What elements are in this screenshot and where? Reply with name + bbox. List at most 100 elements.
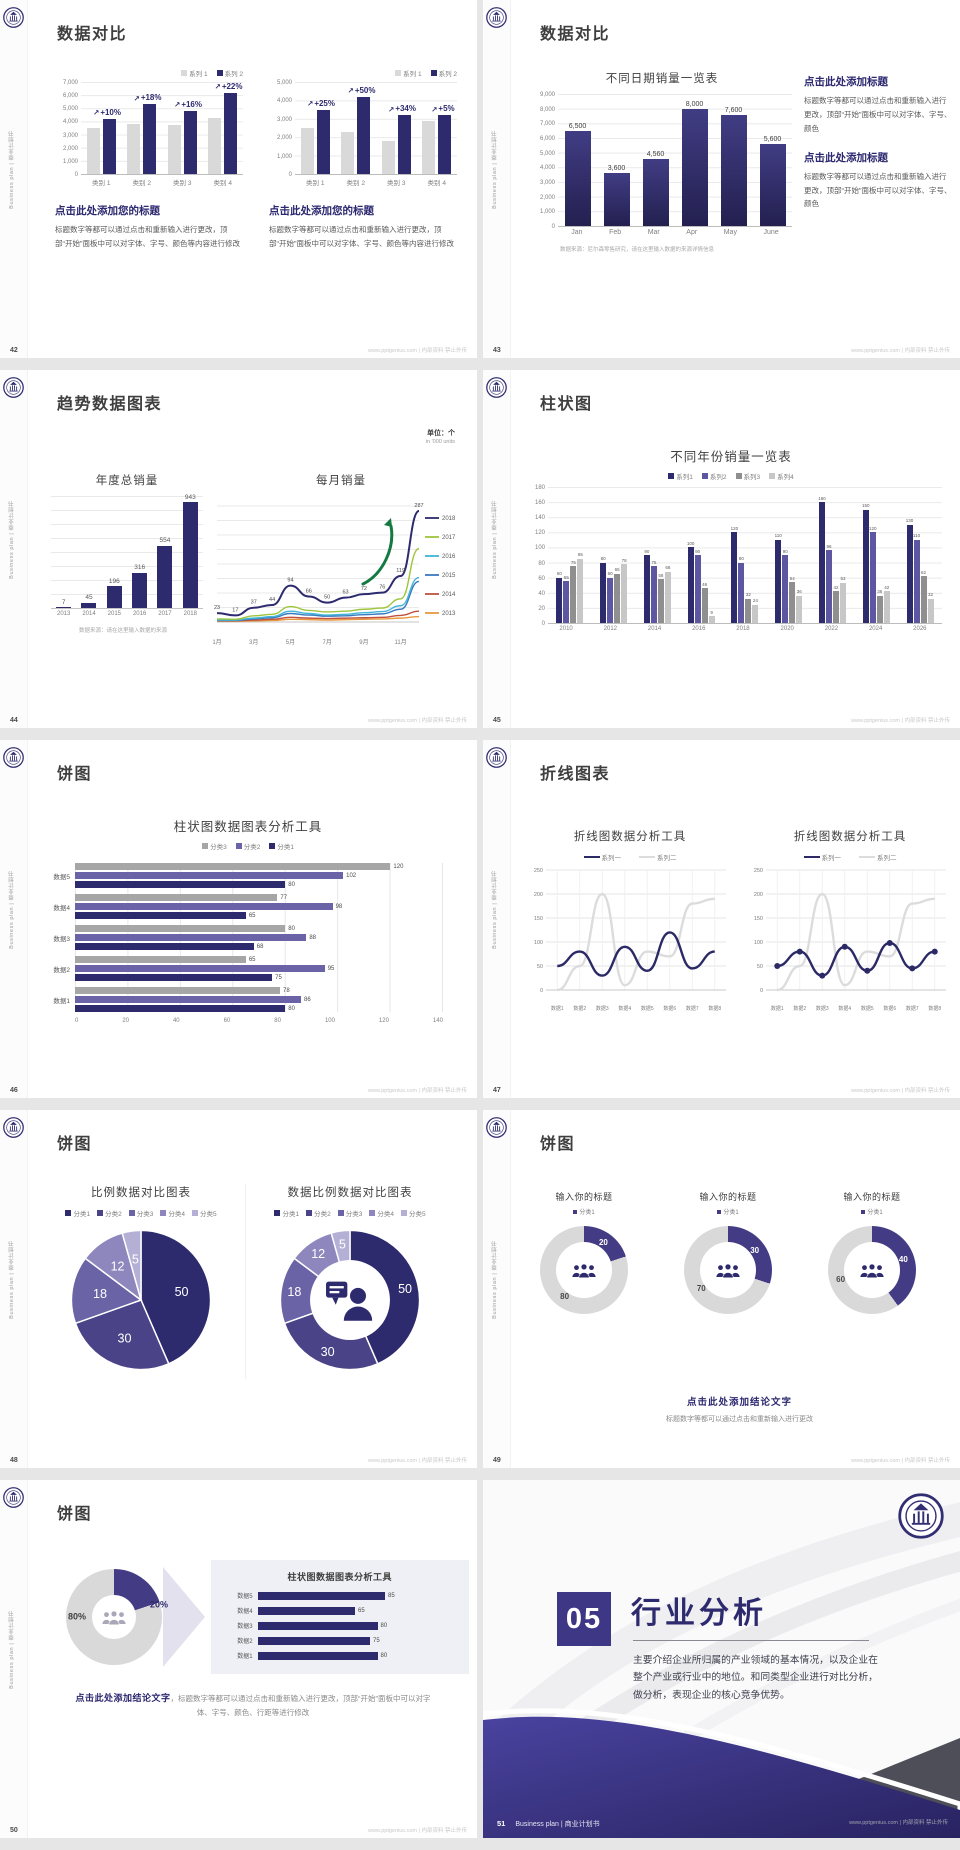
- footer-url: www.pptgenius.com | 内部资料 禁止外传: [368, 1828, 467, 1834]
- donut-chart: 数据比例数据对比图表 分类1 分类2 分类3 分类4 分类5 50 30 18 12 5: [245, 1184, 454, 1379]
- hbar-stack: 120 102 80: [75, 863, 443, 888]
- legend-swatch: [583, 855, 600, 859]
- chart-title: 不同年份销量一览表: [670, 450, 792, 464]
- legend-item: 系列 2: [216, 68, 243, 78]
- hbar-value-label: 80: [288, 881, 295, 888]
- bar: 196: [106, 578, 122, 608]
- bar: [257, 1621, 378, 1630]
- chart-legend: 分类1 分类2 分类3 分类4 分类5: [246, 1208, 454, 1218]
- people-group-icon: [572, 1263, 596, 1278]
- people-group-icon: [860, 1263, 884, 1278]
- donut-chart-block: 输入你的标题分类1 40 60: [805, 1190, 939, 1314]
- text-block: 点击此处添加您的标题 标题数字等都可以通过点击和重新输入进行更改，顶部“开始”面板…: [269, 203, 457, 251]
- slide-side-rail: Business plan | 商业计划书: [0, 0, 28, 358]
- page-number: 46: [10, 1086, 18, 1094]
- hbar-line: 102: [75, 872, 443, 879]
- x-axis-tick: Jan: [571, 229, 583, 236]
- x-axis-tick: 2026: [913, 626, 927, 632]
- slide-page-43[interactable]: Business plan | 商业计划书 数据对比 不同日期销量一览表 9,000 8…: [483, 0, 960, 358]
- bar: 130: [906, 519, 913, 623]
- footer-url: www.pptgenius.com | 内部资料 禁止外传: [368, 1088, 467, 1094]
- chart-legend: 分类1: [805, 1207, 939, 1216]
- svg-text:50: 50: [398, 1282, 412, 1296]
- growth-value: +50%: [354, 85, 376, 95]
- growth-label: ↗ +5%: [431, 105, 455, 113]
- bar-group: 60 55 75 85: [556, 553, 584, 623]
- row-label: 数据2: [53, 966, 70, 974]
- hbar-value-label: 86: [304, 996, 311, 1003]
- legend-swatch: [859, 855, 875, 859]
- donut-panel-row: 80% 20% 柱状图数据图表分析工具 数据5 85 数据4 65 数据3 80 数据2 75 数据1…: [55, 1558, 469, 1676]
- slide-content: 趋势数据图表 单位：个 in '000 units 年度总销量 7 45 196 316 554…: [27, 370, 469, 714]
- bar: 85: [577, 553, 584, 623]
- slide-page-48[interactable]: Business plan | 商业计划书 饼图 比例数据对比图表 分类1 分类2 分类3…: [0, 1110, 477, 1468]
- block-body: 标题数字等都可以通过点击和重新输入进行更改，顶部“开始”面板中可以对字体、字号、…: [55, 225, 240, 248]
- hbar: [75, 912, 246, 919]
- bar: 80: [600, 557, 607, 623]
- svg-text:200: 200: [534, 892, 543, 898]
- line-chart-svg: 250 200 150 100 50 0 数据1 数据2 数据3 数据4 数据5 数据6 数据7 数据8: [754, 868, 946, 1012]
- donut-hole: [700, 1242, 756, 1298]
- unit-note: 单位：个 in '000 units: [426, 428, 455, 445]
- donut-chart: 30 70: [684, 1226, 772, 1314]
- section-title: 行业分析: [631, 1597, 767, 1630]
- conclusion-heading: 点击此处添加结论文字: [686, 1397, 792, 1408]
- bar: 100: [687, 541, 694, 623]
- x-axis-tick: Apr: [686, 229, 698, 236]
- university-logo-icon: [3, 377, 24, 398]
- text-block: 点击此处添加标题 标题数字等都可以通过点击和重新输入进行更改，顶部“开始”面板中可…: [804, 74, 952, 136]
- slide-page-45[interactable]: Business plan | 商业计划书 柱状图 不同年份销量一览表 系列1 系列2 系…: [483, 370, 960, 728]
- bar: 9: [708, 610, 715, 623]
- bar: 120: [731, 526, 738, 623]
- slide-content: 折线图表 折线图数据分析工具 系列一 系列二 250 200 150 100 50 0 数据1 数据2…: [510, 740, 952, 1084]
- growth-arrow-icon: ↗: [307, 99, 314, 109]
- x-axis-tick: 2014: [647, 626, 662, 632]
- chart-title: 输入你的标题: [843, 1192, 901, 1202]
- slide-page-50[interactable]: Business plan | 商业计划书 饼图 80% 20% 柱状图数据图表分析工具…: [0, 1480, 477, 1838]
- hbar-line: 95: [75, 965, 443, 972]
- sidebar-vertical-text: Business plan | 商业计划书: [9, 1610, 15, 1689]
- chart-legend: 系列1 系列2 系列3 系列4: [510, 471, 952, 481]
- bar-value-label: 75: [570, 559, 576, 565]
- bar-group: 196: [106, 578, 122, 608]
- slide-side-rail: Business plan | 商业计划书: [0, 370, 28, 728]
- slide-page-42[interactable]: Business plan | 商业计划书 数据对比 系列 1 系列 2 7,000 6,…: [0, 0, 477, 358]
- bar: [167, 125, 181, 174]
- bar-value-label: 58: [658, 572, 664, 578]
- chart-body: 7,000 6,000 5,000 4,000 3,000 2,000 1,000 0 ↗ +10…: [55, 80, 243, 178]
- svg-text:100: 100: [534, 940, 543, 946]
- bar-value-label: 7,600: [724, 106, 743, 114]
- plot-area: 7 45 196 316 554 943: [51, 494, 203, 609]
- bar: 110: [913, 534, 920, 623]
- slide-page-46[interactable]: Business plan | 商业计划书 饼图 柱状图数据图表分析工具 分类3 分类2…: [0, 740, 477, 1098]
- bar: 554: [157, 538, 173, 608]
- bar: 80: [738, 557, 745, 623]
- hbar-row: 数据5 120 102 80: [39, 863, 443, 888]
- conclusion-block: 点击此处添加结论文字，标题数字等都可以通过点击和重新输入进行更改，顶部“开始”面…: [73, 1690, 433, 1720]
- bar: 65: [614, 568, 621, 623]
- svg-text:数据3: 数据3: [816, 1005, 829, 1012]
- donut-chart: 40 60: [828, 1226, 916, 1314]
- bar: 8,000: [681, 101, 708, 226]
- slide-content: 柱状图 不同年份销量一览表 系列1 系列2 系列3 系列4 180 160 140 120 100 8…: [510, 370, 952, 714]
- slide-page-51[interactable]: 05 行业分析 主要介绍企业所归属的产业领域的基本情况，以及企业在整个产业或行业中的…: [483, 1480, 960, 1838]
- slide-page-44[interactable]: Business plan | 商业计划书 趋势数据图表 单位：个 in '000 u…: [0, 370, 477, 728]
- conclusion-body: 标题数字等都可以通过点击和重新输入进行更改: [666, 1416, 813, 1423]
- bar-value-label: 80: [380, 1652, 388, 1659]
- bar-group: ↗ +18%: [127, 94, 162, 174]
- x-axis-tick: 2024: [868, 626, 883, 632]
- legend-item: 系列3: [735, 471, 760, 481]
- slide-page-49[interactable]: Business plan | 商业计划书 饼图 输入你的标题 分类1 20 80 输入你的…: [483, 1110, 960, 1468]
- chart-legend: 系列一 系列二: [748, 852, 952, 862]
- bar-group: 45: [81, 595, 97, 608]
- slide-title: 饼图: [57, 1136, 93, 1153]
- slice-value-label: 70: [696, 1284, 706, 1294]
- bar-value-label: 316: [134, 564, 146, 572]
- x-axis-tick: 类别 2: [132, 180, 151, 187]
- growth-label: ↗ +34%: [388, 105, 416, 113]
- bar: [257, 1636, 371, 1645]
- bar-group: 120 80 32 24: [731, 526, 759, 623]
- slide-page-47[interactable]: Business plan | 商业计划书 折线图表 折线图数据分析工具 系列一 系列二…: [483, 740, 960, 1098]
- x-axis-tick: 2013: [56, 611, 71, 617]
- conclusion-block: 点击此处添加结论文字标题数字等都可以通过点击和重新输入进行更改: [537, 1394, 942, 1424]
